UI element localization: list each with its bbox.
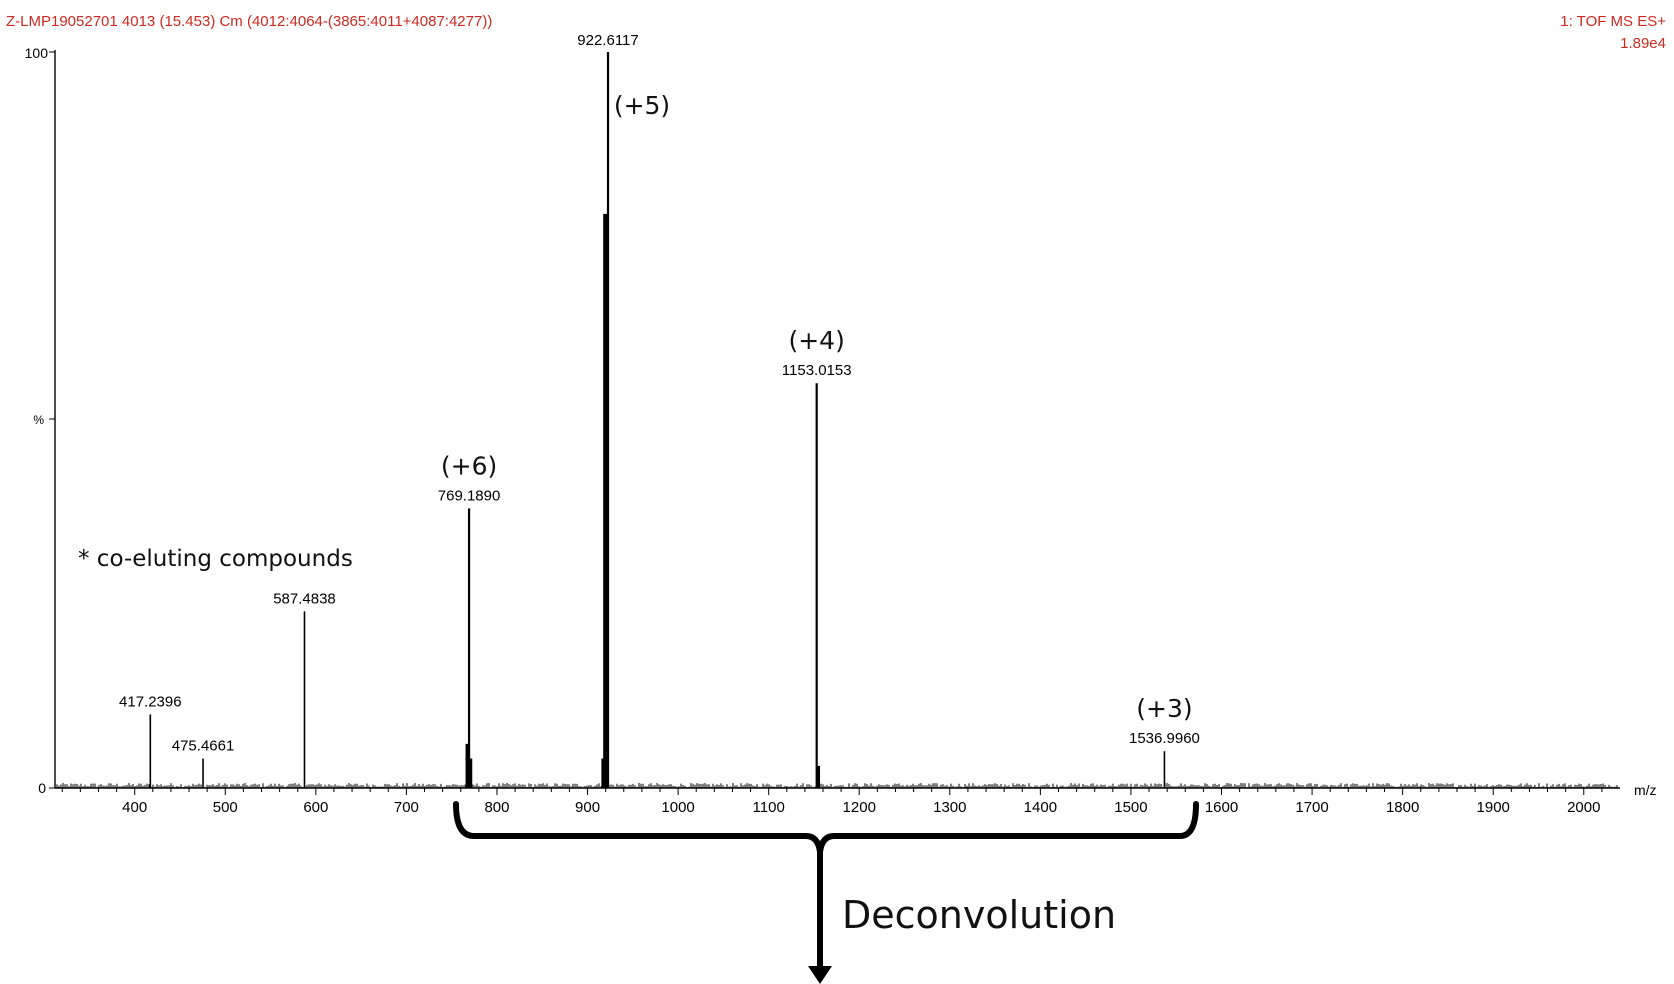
x-tick-label: 1100 bbox=[753, 799, 785, 816]
x-tick-label: 900 bbox=[575, 799, 600, 816]
spectrum-header-right-scale: 1.89e4 bbox=[1620, 35, 1666, 52]
x-tick-label: 1700 bbox=[1295, 799, 1328, 816]
peak-mz-label: 475.4661 bbox=[172, 738, 235, 755]
noise-trace bbox=[56, 783, 1618, 788]
x-axis-ticks: 400 500 600 700 800 900 1000 1100 1200 1300 1400 15… bbox=[61, 788, 1603, 816]
deconvolution-brace bbox=[453, 801, 1199, 855]
y-tick-label-100: 100 bbox=[25, 45, 49, 61]
peak-mz-label: 1536.9960 bbox=[1129, 730, 1200, 747]
x-tick-label: 1800 bbox=[1386, 799, 1419, 816]
deconvolution-arrow-head bbox=[808, 966, 832, 984]
baseline-noise bbox=[56, 783, 1618, 788]
x-tick-label: 500 bbox=[213, 799, 238, 816]
x-tick-label: 1300 bbox=[933, 799, 966, 816]
peak-charge-label: (+4) bbox=[788, 326, 844, 355]
peak-charge-label: (+5) bbox=[614, 91, 670, 120]
x-tick-label: 1000 bbox=[661, 799, 694, 816]
y-axis-label: % bbox=[33, 413, 44, 427]
x-axis-label: m/z bbox=[1634, 782, 1657, 798]
spectrum-peaks: 417.2396 475.4661 587.4838 769.1890 (+6) 922.… bbox=[119, 32, 1200, 788]
peak-mz-label: 922.6117 bbox=[577, 32, 638, 49]
spectrum-header-left: Z-LMP19052701 4013 (15.453) Cm (4012:406… bbox=[6, 13, 492, 30]
x-tick-label: 1500 bbox=[1114, 799, 1147, 816]
x-tick-label: 1600 bbox=[1205, 799, 1238, 816]
x-tick-label: 1200 bbox=[843, 799, 876, 816]
peak-mz-label: 769.1890 bbox=[438, 487, 501, 504]
x-tick-label: 700 bbox=[394, 799, 419, 816]
peak-charge-label: (+3) bbox=[1136, 694, 1192, 723]
peak-mz-label: 587.4838 bbox=[273, 590, 336, 607]
y-tick-label-0: 0 bbox=[38, 780, 46, 796]
x-tick-label: 600 bbox=[303, 799, 328, 816]
x-tick-label: 800 bbox=[484, 799, 509, 816]
peak-mz-label: 417.2396 bbox=[119, 693, 182, 710]
x-tick-label: 1900 bbox=[1477, 799, 1510, 816]
peak-charge-label: (+6) bbox=[441, 451, 497, 480]
peak-mz-label: 1153.0153 bbox=[782, 362, 852, 379]
x-tick-label: 400 bbox=[122, 799, 147, 816]
spectrum-header-right-mode: 1: TOF MS ES+ bbox=[1560, 13, 1666, 30]
x-tick-label: 1400 bbox=[1024, 799, 1057, 816]
x-tick-label: 2000 bbox=[1567, 799, 1600, 816]
co-eluting-note: * co-eluting compounds bbox=[78, 546, 353, 572]
deconvolution-label: Deconvolution bbox=[842, 893, 1116, 937]
